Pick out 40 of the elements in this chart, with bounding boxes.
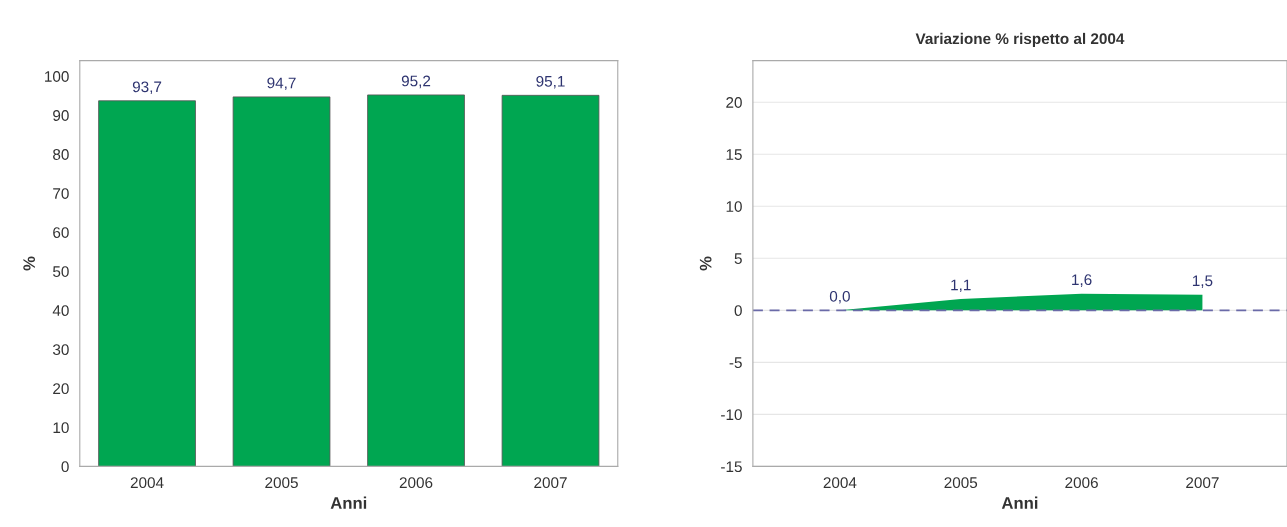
y-tick-label: 20: [726, 97, 742, 108]
y-tick-label: 70: [53, 188, 69, 199]
x-tick-label: 2004: [130, 477, 164, 489]
data-label: 1,6: [1072, 274, 1092, 287]
y-axis-title: %: [23, 256, 36, 271]
y-tick-label: 0: [61, 461, 69, 473]
data-label: 93,7: [132, 81, 162, 95]
y-tick-label: -5: [729, 357, 742, 369]
y-tick-label: -10: [721, 409, 742, 421]
y-tick-label: 20: [53, 383, 69, 395]
x-axis-title: Anni: [330, 496, 367, 509]
y-tick-label: 80: [53, 149, 69, 160]
data-label: 1,5: [1192, 275, 1213, 288]
y-tick-label: 50: [53, 266, 69, 277]
y-tick-label: 40: [52, 305, 69, 317]
x-tick-label: 2005: [944, 477, 978, 489]
y-axis-title: %: [699, 256, 712, 271]
y-tick-label: 30: [52, 344, 69, 356]
data-label: 0,0: [829, 290, 850, 304]
y-tick-label: 0: [734, 305, 742, 317]
x-tick-label: 2007: [534, 477, 567, 489]
y-tick-label: 5: [734, 253, 742, 264]
data-label: 95,2: [401, 75, 431, 89]
x-tick-label: 2007: [1186, 477, 1219, 489]
chart-title: Variazione % rispetto al 2004: [915, 32, 1125, 48]
y-tick-label: 10: [726, 201, 742, 212]
y-tick-label: 100: [45, 71, 69, 82]
x-tick-label: 2006: [1065, 477, 1098, 489]
data-label: 95,1: [536, 75, 565, 89]
data-label: 1,1: [951, 279, 971, 293]
y-tick-label: -15: [721, 461, 742, 473]
data-label: 94,7: [267, 77, 296, 91]
x-axis-title: Anni: [1001, 496, 1038, 509]
x-tick-label: 2005: [265, 477, 298, 489]
y-tick-label: 60: [53, 227, 69, 238]
y-tick-label: 10: [53, 422, 69, 434]
x-tick-label: 2006: [399, 477, 433, 489]
y-tick-label: 90: [53, 110, 69, 121]
x-tick-label: 2004: [823, 477, 857, 489]
y-tick-label: 15: [726, 149, 742, 160]
